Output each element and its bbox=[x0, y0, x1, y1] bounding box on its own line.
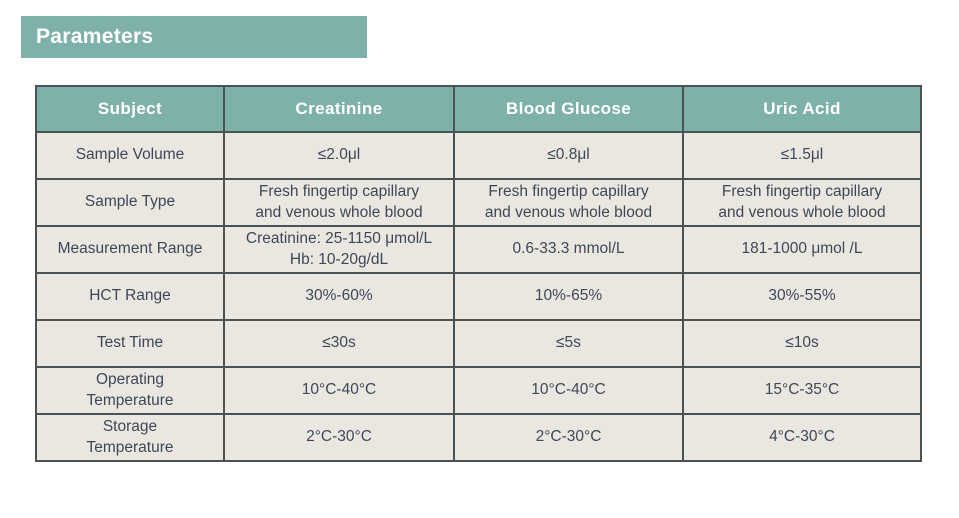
row-value: 4°C-30°C bbox=[682, 413, 922, 462]
table-row: Test Time ≤30s ≤5s ≤10s bbox=[35, 319, 922, 368]
row-value: ≤2.0μl bbox=[223, 131, 455, 180]
table-row: Operating Temperature 10°C-40°C 10°C-40°C 1… bbox=[35, 366, 922, 415]
row-value: ≤30s bbox=[223, 319, 455, 368]
row-value: ≤1.5μl bbox=[682, 131, 922, 180]
column-header-subject: Subject bbox=[35, 85, 225, 133]
row-value: 2°C-30°C bbox=[453, 413, 684, 462]
row-value: Fresh fingertip capillary and venous who… bbox=[223, 178, 455, 227]
column-header-creatinine: Creatinine bbox=[223, 85, 455, 133]
parameters-table-body: Sample Volume ≤2.0μl ≤0.8μl ≤1.5μl Sample Ty… bbox=[35, 131, 922, 462]
table-row: Measurement Range Creatinine: 25-1150 μmo… bbox=[35, 225, 922, 274]
row-value: 0.6-33.3 mmol/L bbox=[453, 225, 684, 274]
row-value: ≤10s bbox=[682, 319, 922, 368]
parameters-table: Subject Creatinine Blood Glucose Uric Ac… bbox=[35, 85, 922, 462]
row-value: Fresh fingertip capillary and venous who… bbox=[453, 178, 684, 227]
row-value: 30%-60% bbox=[223, 272, 455, 321]
row-label: Sample Volume bbox=[35, 131, 225, 180]
table-row: Sample Volume ≤2.0μl ≤0.8μl ≤1.5μl bbox=[35, 131, 922, 180]
row-label: Sample Type bbox=[35, 178, 225, 227]
row-value: ≤5s bbox=[453, 319, 684, 368]
row-label: HCT Range bbox=[35, 272, 225, 321]
row-value: 181-1000 μmol /L bbox=[682, 225, 922, 274]
table-row: Storage Temperature 2°C-30°C 2°C-30°C 4°C-3… bbox=[35, 413, 922, 462]
section-title-banner: Parameters bbox=[21, 16, 367, 58]
section-title: Parameters bbox=[36, 25, 154, 48]
row-label: Test Time bbox=[35, 319, 225, 368]
table-row: HCT Range 30%-60% 10%-65% 30%-55% bbox=[35, 272, 922, 321]
row-value: 10°C-40°C bbox=[223, 366, 455, 415]
row-value: 10%-65% bbox=[453, 272, 684, 321]
row-value: 2°C-30°C bbox=[223, 413, 455, 462]
row-value: 30%-55% bbox=[682, 272, 922, 321]
row-value: ≤0.8μl bbox=[453, 131, 684, 180]
table-row: Sample Type Fresh fingertip capillary and… bbox=[35, 178, 922, 227]
row-label: Operating Temperature bbox=[35, 366, 225, 415]
column-header-uric-acid: Uric Acid bbox=[682, 85, 922, 133]
row-value: 15°C-35°C bbox=[682, 366, 922, 415]
row-label: Storage Temperature bbox=[35, 413, 225, 462]
row-value: Creatinine: 25-1150 μmol/L Hb: 10-20g/dL bbox=[223, 225, 455, 274]
row-value: Fresh fingertip capillary and venous who… bbox=[682, 178, 922, 227]
row-value: 10°C-40°C bbox=[453, 366, 684, 415]
header-row: Subject Creatinine Blood Glucose Uric Ac… bbox=[35, 85, 922, 133]
row-label: Measurement Range bbox=[35, 225, 225, 274]
column-header-blood-glucose: Blood Glucose bbox=[453, 85, 684, 133]
